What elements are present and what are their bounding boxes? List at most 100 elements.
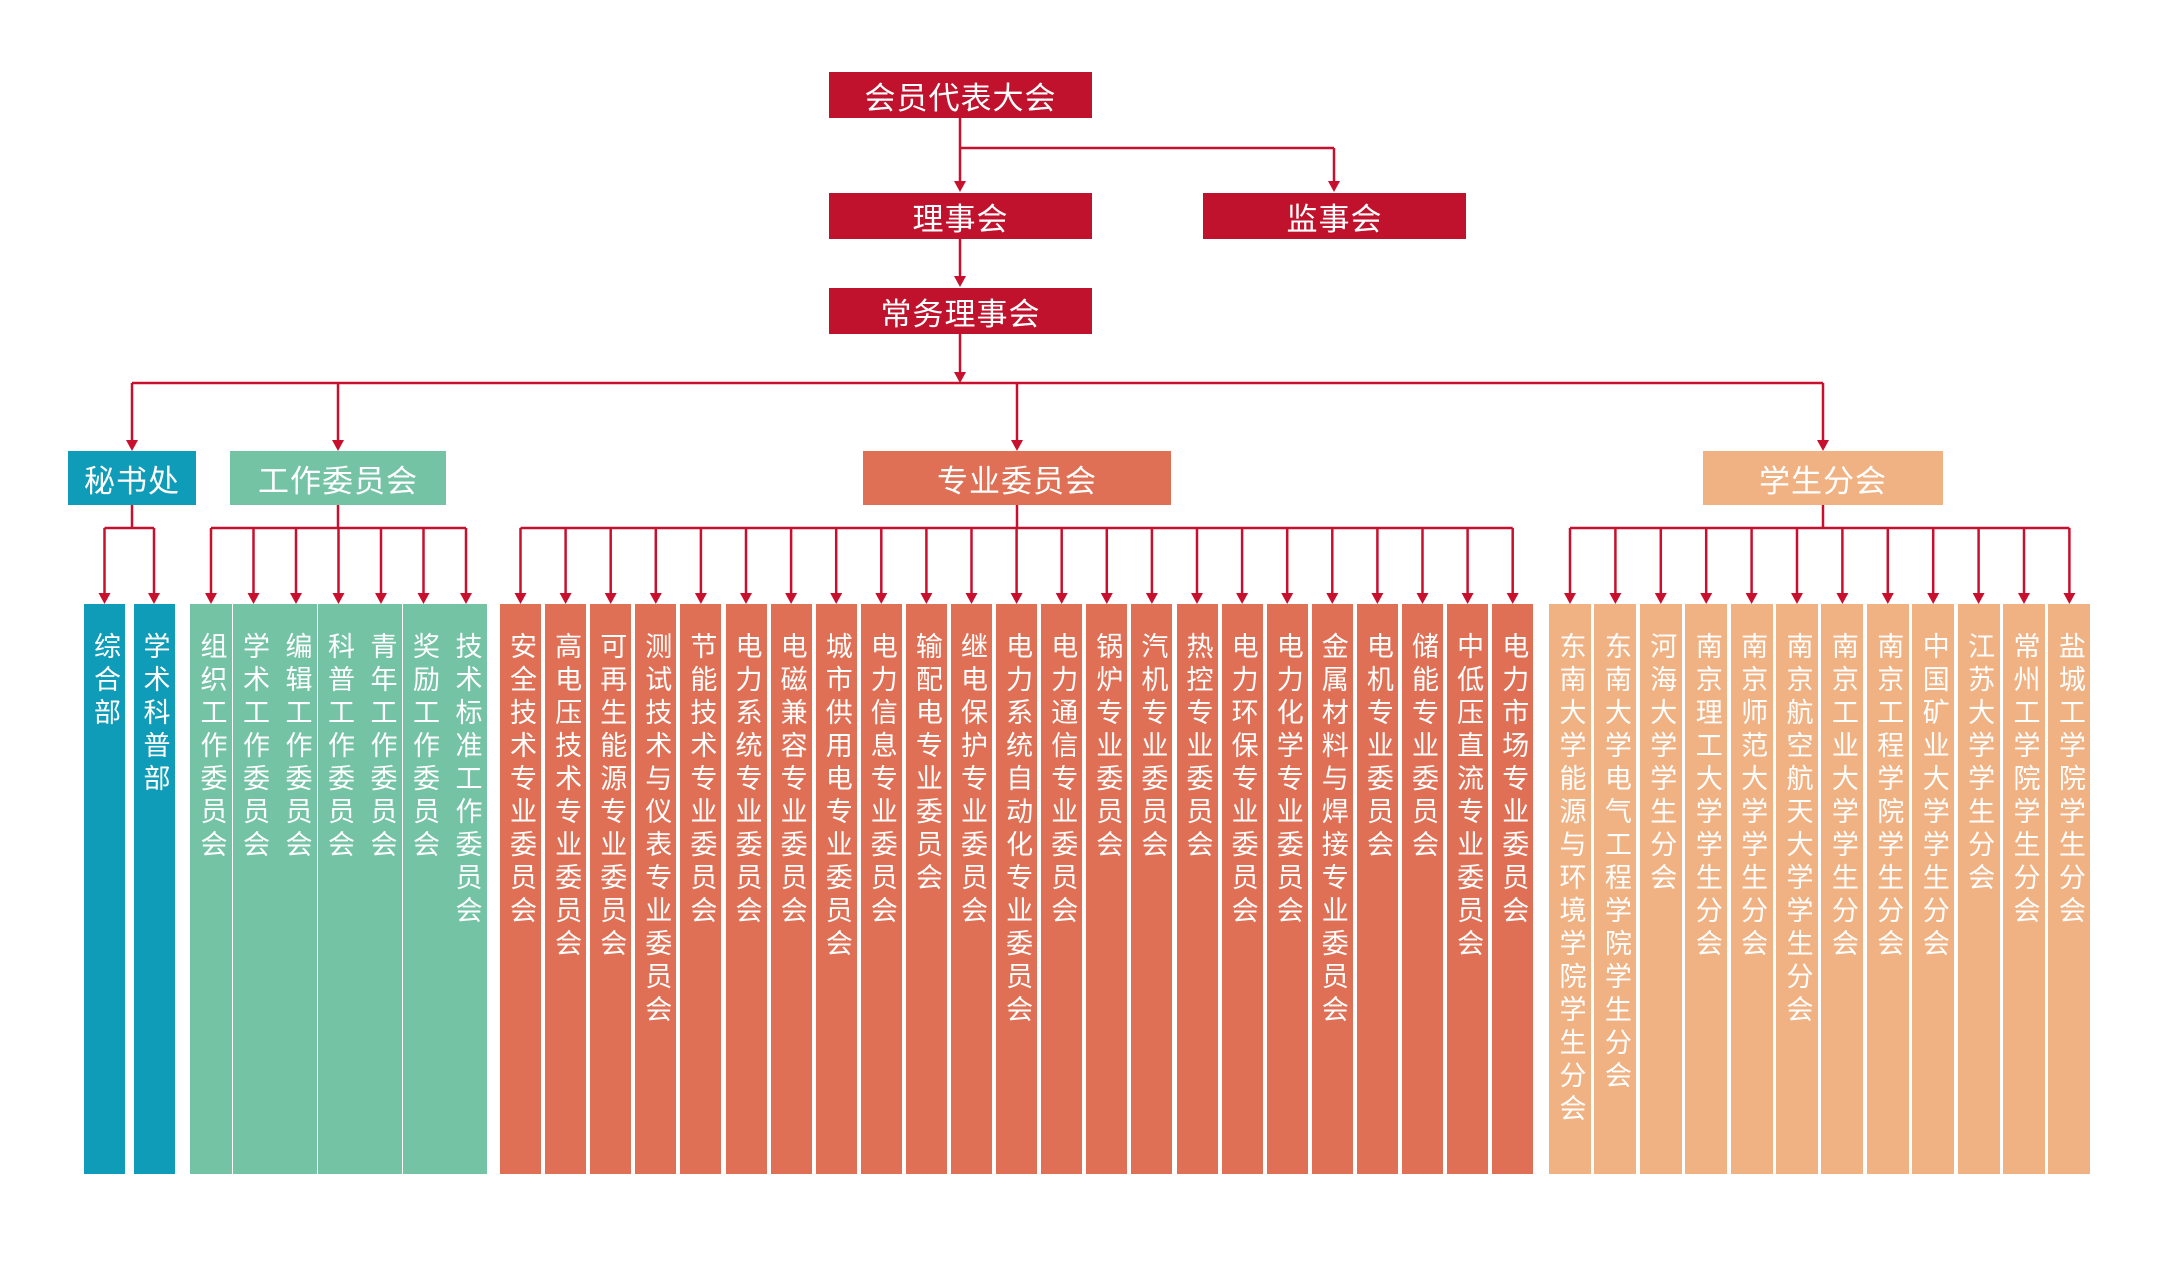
sub-unit-column: 南京工业大学学生分会 (1821, 604, 1864, 1174)
arrow-group-professional-committees-column (1010, 593, 1023, 604)
arrow-group-professional-committees-column (1326, 593, 1339, 604)
sub-unit-label: 金属材料与焊接专业委员会 (1316, 632, 1348, 1028)
sub-unit-label: 电磁兼容专业委员会 (775, 632, 807, 929)
arrow-group-professional-committees-column (1055, 593, 1068, 604)
council-node: 理事会 (829, 193, 1092, 239)
sub-unit-column: 江苏大学学生分会 (1957, 604, 2000, 1174)
sub-unit-column: 盐城工学院学生分会 (2048, 604, 2091, 1174)
arrow-group-professional-committees-column (514, 593, 527, 604)
sub-unit-column: 电力环保专业委员会 (1221, 604, 1263, 1174)
sub-unit-column: 常州工学院学生分会 (2003, 604, 2045, 1174)
arrow-group-professional-committees-column (920, 593, 933, 604)
group-working-committees-title: 工作委员会 (258, 463, 418, 500)
congress-label: 会员代表大会 (864, 80, 1057, 117)
arrow-group-working-committees-column (205, 593, 217, 604)
arrow-group-professional-committees-column (1100, 593, 1113, 604)
sub-unit-column: 南京师范大学学生分会 (1730, 604, 1773, 1174)
arrow-group-student-branches-column (1700, 593, 1713, 604)
arrow-group-professional-committees-column (1191, 593, 1203, 604)
sub-unit-label: 城市供用电专业委员会 (820, 632, 852, 962)
arrow-group-professional-committees-column (559, 593, 572, 604)
sub-unit-label: 盐城工学院学生分会 (2053, 632, 2085, 929)
sub-unit-column: 锅炉专业委员会 (1086, 604, 1128, 1174)
sub-unit-column: 编辑工作委员会 (275, 604, 317, 1174)
arrow-group-student-branches-column (1791, 593, 1803, 604)
council-label: 理事会 (912, 201, 1009, 238)
arrow-to-group-professional-committees (1011, 440, 1023, 451)
sub-unit-label: 东南大学电气工程学院学生分会 (1599, 632, 1631, 1094)
sub-unit-column: 电力信息专业委员会 (860, 604, 902, 1174)
sub-unit-column: 综合部 (84, 604, 125, 1174)
sub-unit-column: 汽机专业委员会 (1131, 604, 1173, 1174)
arrow-bus-center (954, 372, 966, 383)
arrow-group-student-branches-column (1881, 593, 1894, 604)
sub-unit-column: 中国矿业大学学生分会 (1912, 604, 1955, 1174)
sub-unit-label: 测试技术与仪表专业委员会 (640, 632, 672, 1028)
standing-council-node: 常务理事会 (829, 288, 1092, 334)
arrow-to-council (954, 181, 966, 192)
arrow-group-professional-committees-column (1281, 593, 1294, 604)
arrow-to-group-secretariat (126, 440, 138, 451)
sub-unit-column: 金属材料与焊接专业委员会 (1311, 604, 1353, 1174)
sub-unit-column: 城市供用电专业委员会 (815, 604, 857, 1174)
sub-unit-label: 南京工业大学学生分会 (1826, 632, 1858, 962)
sub-unit-label: 电力市场专业委员会 (1497, 632, 1529, 929)
arrow-to-standing (954, 276, 966, 287)
arrow-group-professional-committees-column (875, 593, 888, 604)
sub-unit-label: 可再生能源专业委员会 (595, 632, 627, 962)
sub-unit-label: 热控专业委员会 (1181, 632, 1213, 863)
sub-unit-column: 电磁兼容专业委员会 (770, 604, 812, 1174)
sub-unit-label: 高电压技术专业委员会 (550, 632, 582, 962)
arrow-group-student-branches-column (1564, 593, 1576, 604)
arrow-group-professional-committees-column (965, 593, 978, 604)
sub-unit-label: 青年工作委员会 (365, 632, 397, 863)
sub-unit-column: 南京航空航天大学学生分会 (1776, 604, 1818, 1174)
sub-unit-column: 东南大学能源与环境学院学生分会 (1549, 604, 1591, 1174)
sub-unit-column: 电机专业委员会 (1356, 604, 1398, 1174)
sub-unit-label: 南京航空航天大学学生分会 (1781, 632, 1813, 1028)
sub-unit-column: 中低压直流专业委员会 (1447, 604, 1489, 1174)
group-secretariat-title: 秘书处 (84, 463, 180, 500)
sub-unit-label: 节能技术专业委员会 (685, 632, 717, 929)
sub-unit-label: 奖励工作委员会 (408, 632, 439, 863)
standing-council-label: 常务理事会 (880, 296, 1041, 333)
arrow-group-secretariat-column (98, 593, 111, 604)
arrow-group-student-branches-column (1745, 593, 1758, 604)
arrow-group-student-branches-column (1609, 593, 1622, 604)
arrow-group-professional-committees-column (785, 593, 798, 604)
arrow-group-working-committees-column (417, 593, 430, 604)
group-professional-committees-title: 专业委员会 (937, 463, 1097, 500)
sub-unit-label: 江苏大学学生分会 (1963, 632, 1995, 896)
sub-unit-column: 技术标准工作委员会 (445, 604, 487, 1174)
arrow-group-professional-committees-column (1506, 593, 1519, 604)
sub-unit-label: 中国矿业大学学生分会 (1917, 632, 1949, 962)
sub-unit-column: 电力系统专业委员会 (725, 604, 767, 1174)
sub-unit-label: 电力信息专业委员会 (865, 632, 897, 929)
sub-unit-label: 东南大学能源与环境学院学生分会 (1554, 632, 1586, 1127)
sub-unit-column: 东南大学电气工程学院学生分会 (1594, 604, 1637, 1174)
sub-unit-label: 学术科普部 (138, 632, 170, 797)
sub-unit-column: 可再生能源专业委员会 (590, 604, 632, 1174)
sub-unit-column: 高电压技术专业委员会 (545, 604, 587, 1174)
sub-unit-column: 南京工程学院学生分会 (1866, 604, 1909, 1174)
arrow-group-student-branches-column (2018, 593, 2030, 604)
sub-unit-column: 学术工作委员会 (232, 604, 275, 1174)
group-student-branches: 学生分会 (1703, 451, 1943, 505)
supervisory-label: 监事会 (1286, 201, 1383, 238)
sub-unit-column: 测试技术与仪表专业委员会 (635, 604, 677, 1174)
sub-unit-label: 南京师范大学学生分会 (1736, 632, 1768, 962)
sub-unit-label: 电力系统专业委员会 (730, 632, 762, 929)
sub-unit-label: 编辑工作委员会 (280, 632, 312, 863)
sub-unit-label: 学术工作委员会 (238, 632, 269, 863)
sub-unit-column: 热控专业委员会 (1176, 604, 1218, 1174)
group-secretariat: 秘书处 (68, 451, 196, 505)
sub-unit-label: 电力环保专业委员会 (1226, 632, 1258, 929)
sub-unit-label: 河海大学学生分会 (1645, 632, 1677, 896)
sub-unit-label: 安全技术专业委员会 (505, 632, 536, 929)
arrow-group-secretariat-column (148, 593, 160, 604)
arrow-group-professional-committees-column (1371, 593, 1384, 604)
arrow-group-professional-committees-column (1145, 593, 1158, 604)
arrow-group-working-committees-column (460, 593, 472, 604)
arrow-group-professional-committees-column (604, 593, 617, 604)
sub-unit-label: 综合部 (89, 632, 120, 731)
